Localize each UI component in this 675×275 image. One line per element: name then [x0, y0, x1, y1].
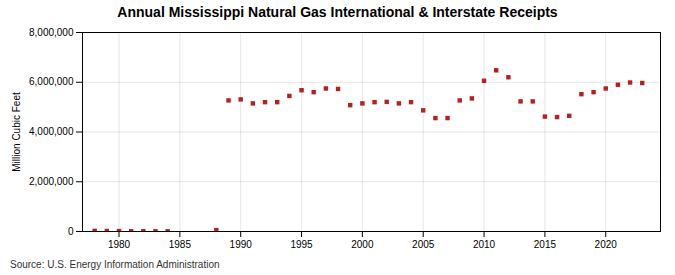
html-text:Source: U.S. Energy Informatio: Source: U.S. Energy Information Administ… [10, 259, 220, 270]
svg-text:4,000,000: 4,000,000 [29, 126, 74, 137]
svg-text:0: 0 [68, 226, 74, 237]
svg-text:1985: 1985 [169, 239, 192, 250]
svg-text:Million Cubic Feet: Million Cubic Feet [11, 92, 22, 172]
svg-text:6,000,000: 6,000,000 [29, 76, 74, 87]
svg-text:2005: 2005 [412, 239, 435, 250]
svg-text:2015: 2015 [534, 239, 557, 250]
svg-text:1980: 1980 [108, 239, 131, 250]
svg-text:1990: 1990 [230, 239, 253, 250]
svg-text:2020: 2020 [595, 239, 618, 250]
svg-text:2000: 2000 [351, 239, 374, 250]
svg-text:2,000,000: 2,000,000 [29, 176, 74, 187]
html-text:Annual Mississippi Natural Gas: Annual Mississippi Natural Gas Internati… [117, 4, 558, 20]
svg-text:1995: 1995 [290, 239, 313, 250]
svg-text:8,000,000: 8,000,000 [29, 27, 74, 38]
svg-text:2010: 2010 [473, 239, 496, 250]
